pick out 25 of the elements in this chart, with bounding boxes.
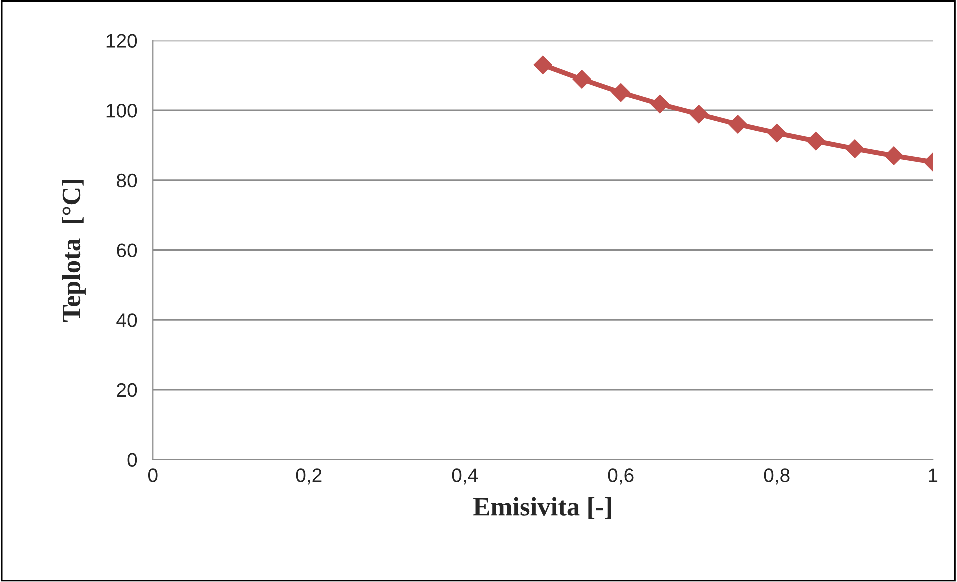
point bbox=[728, 115, 748, 134]
point bbox=[650, 94, 670, 114]
point bbox=[768, 124, 786, 143]
x-tick-label: 0,6 bbox=[608, 468, 634, 485]
point bbox=[572, 70, 592, 89]
y-axis-title: Teplota [°C] bbox=[62, 180, 86, 322]
x-tick-label: 0 bbox=[148, 468, 158, 482]
y-tick-label: 20 bbox=[117, 383, 138, 398]
y-tick-label: 60 bbox=[117, 244, 138, 258]
point bbox=[690, 105, 708, 124]
x-tick-label: 0,8 bbox=[764, 468, 790, 485]
y-tick-label: 80 bbox=[117, 174, 138, 188]
x-tick-label: 0,2 bbox=[296, 468, 322, 485]
x-tick-label: 0,4 bbox=[452, 468, 478, 485]
y-tick-label: 100 bbox=[106, 104, 138, 118]
y-tick-label: 40 bbox=[116, 314, 138, 328]
y-tick-label: 0 bbox=[128, 453, 138, 468]
point bbox=[534, 56, 552, 75]
point bbox=[806, 132, 826, 151]
x-tick-label: 1 bbox=[929, 468, 938, 482]
point bbox=[884, 146, 904, 166]
x-axis-title: Emisivita [-] bbox=[474, 497, 612, 520]
y-tick-label: 120 bbox=[106, 34, 138, 48]
point bbox=[846, 140, 864, 158]
point bbox=[612, 83, 630, 102]
